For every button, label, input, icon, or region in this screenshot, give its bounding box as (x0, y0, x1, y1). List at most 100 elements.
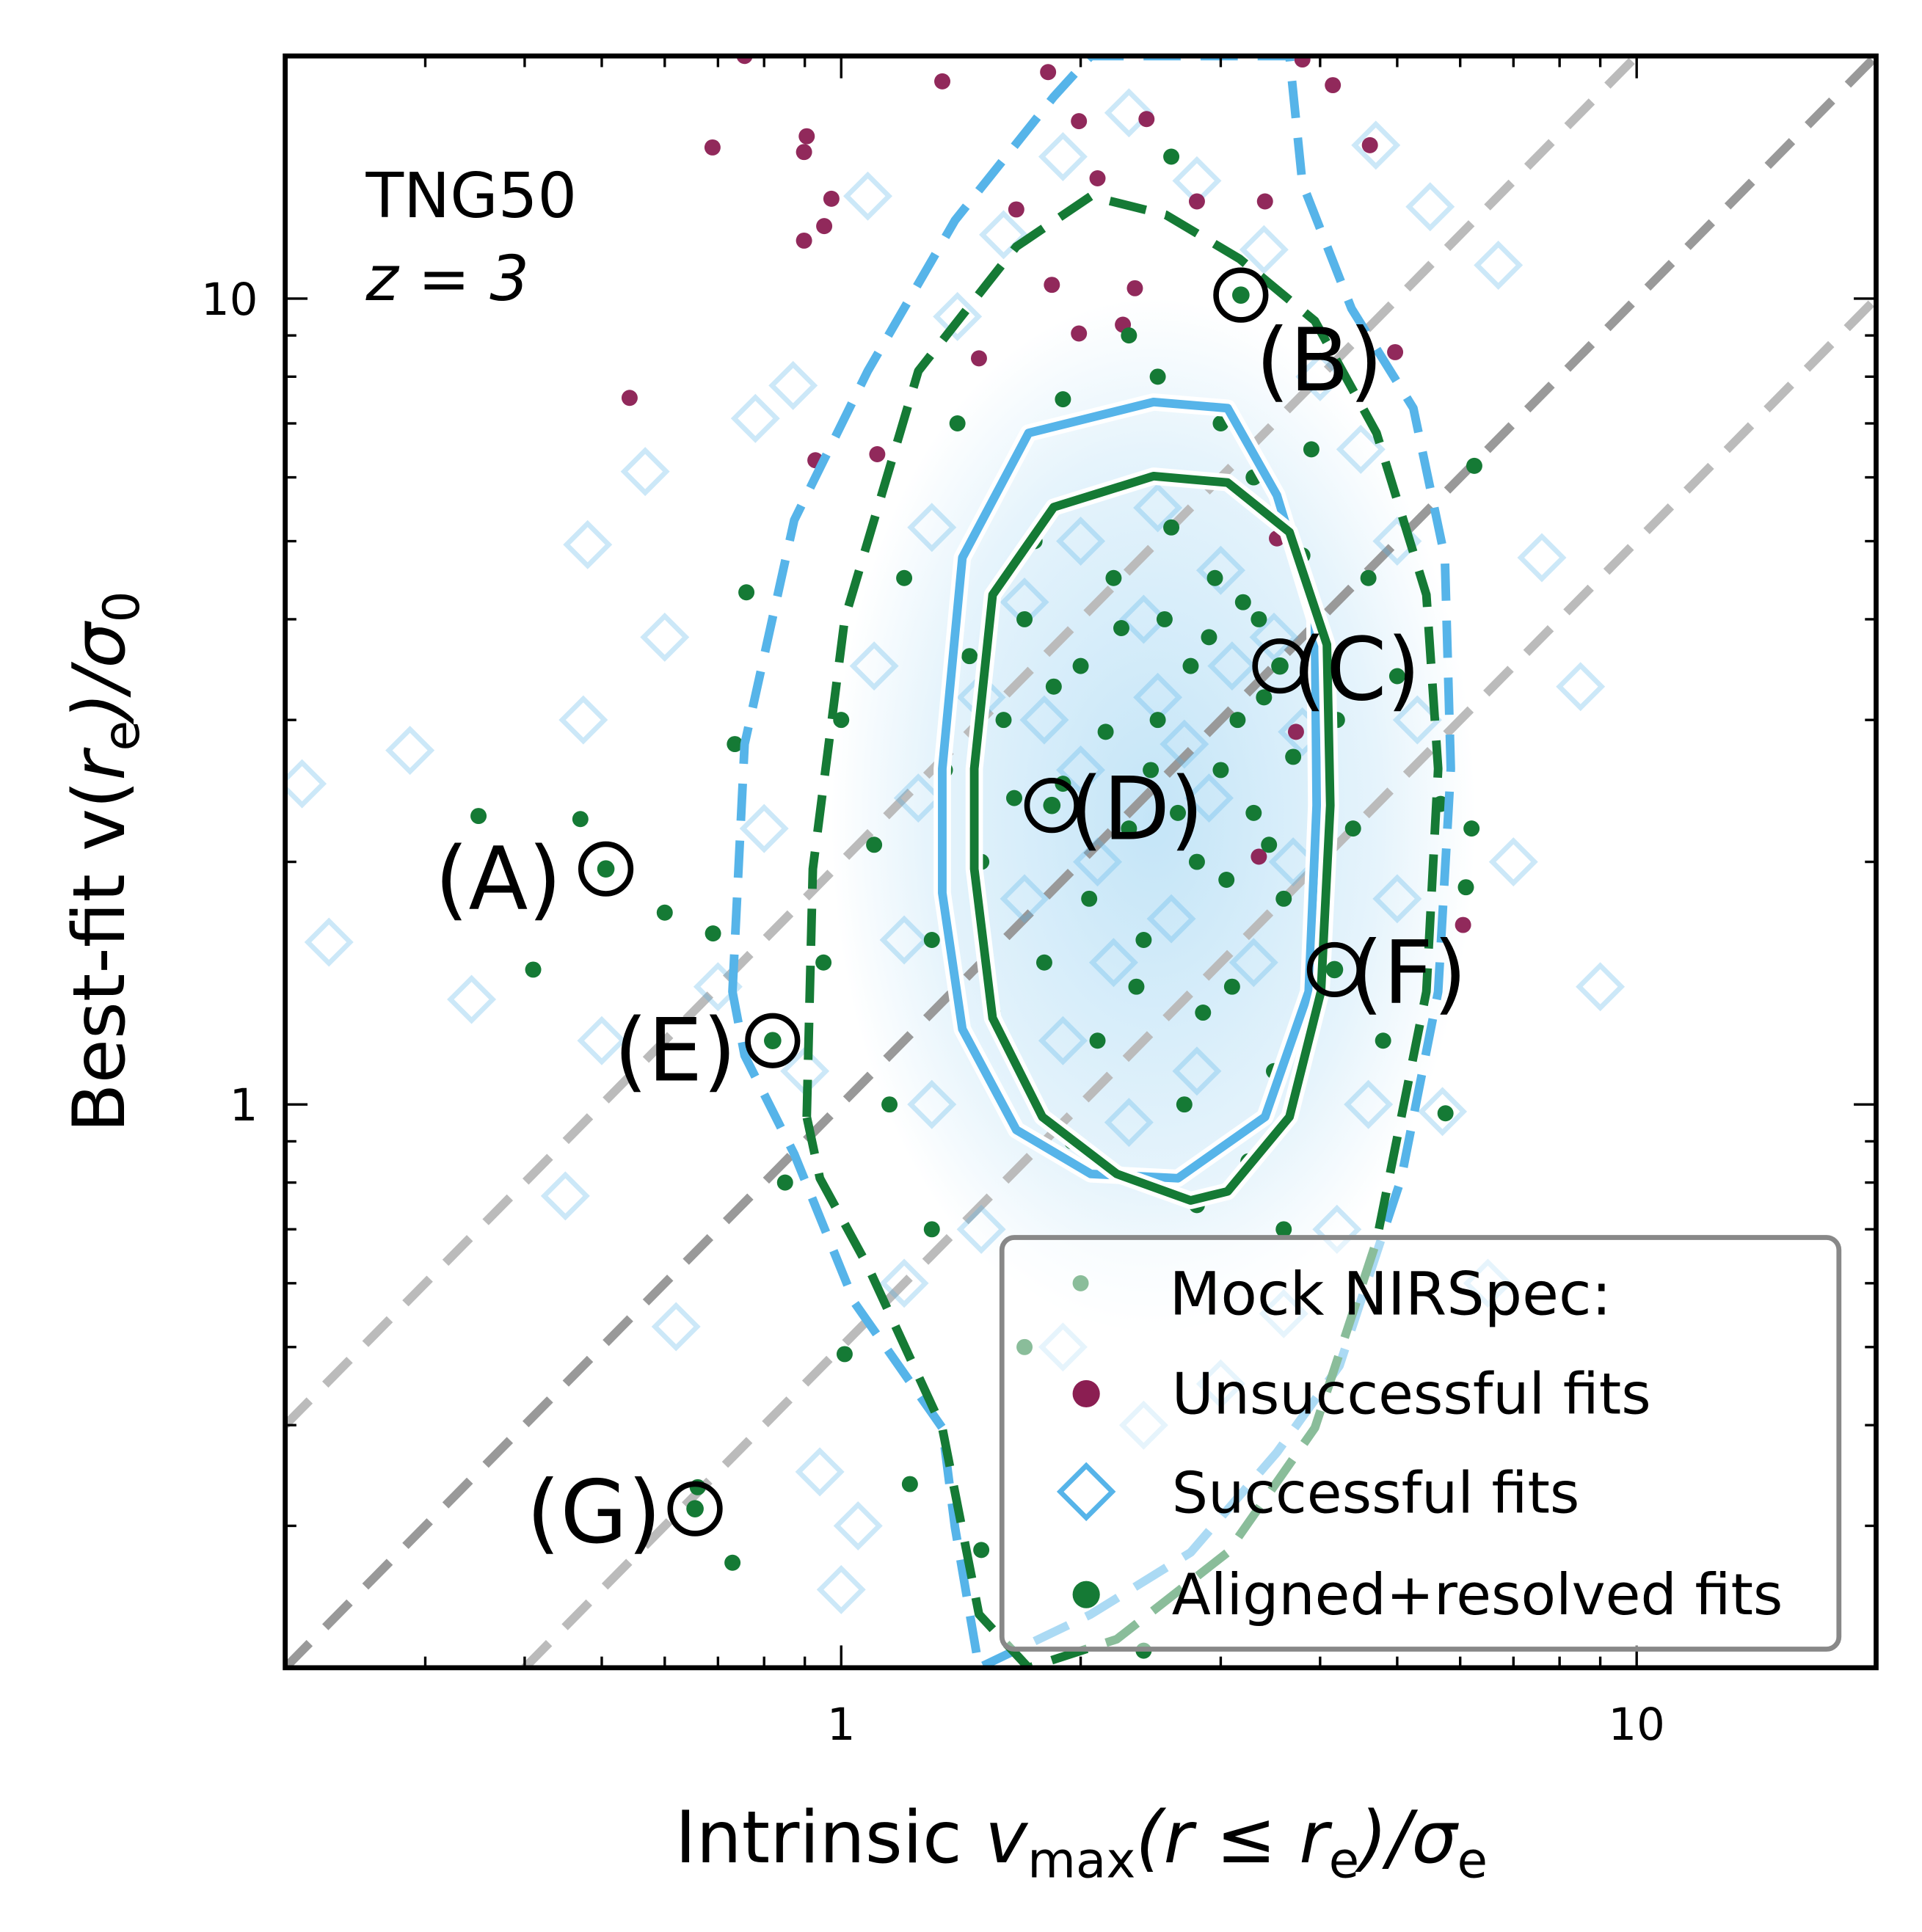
aligned-fit-point (1466, 457, 1482, 474)
successful-fit-point (304, 917, 354, 967)
aligned-fit-point (1188, 853, 1205, 870)
successful-fit-point (956, 1204, 1006, 1254)
unsuccessful-fit-point (1325, 77, 1342, 94)
aligned-fit-point (881, 1096, 898, 1113)
highlight-label: (E) (614, 999, 737, 1101)
aligned-fit-point (896, 569, 913, 586)
y-tick-label: 1 (230, 1080, 258, 1131)
aligned-fit-point (1182, 657, 1199, 674)
aligned-fit-point (1223, 978, 1240, 995)
legend-label-successful: Successful fits (1172, 1461, 1580, 1527)
unsuccessful-fit-point (1387, 343, 1404, 360)
aligned-fit-point (1234, 594, 1251, 610)
legend-label-aligned: Aligned+resolved fits (1172, 1562, 1783, 1628)
aligned-fit-point (1261, 836, 1278, 853)
aligned-fit-point (995, 712, 1012, 729)
unsuccessful-fit-point (1071, 325, 1088, 342)
successful-fit-point (768, 360, 818, 410)
aligned-fit-point (901, 1476, 918, 1492)
aligned-fit-point (1375, 1032, 1391, 1049)
aligned-fit-point (1121, 327, 1137, 344)
successful-fit-point (558, 695, 608, 745)
aligned-fit-point (1170, 804, 1187, 821)
unsuccessful-fit-point (1138, 111, 1155, 128)
unsuccessful-fit-point (1287, 723, 1304, 740)
aligned-fit-point (1149, 368, 1166, 385)
aligned-fit-point (1437, 1105, 1454, 1122)
aligned-fit-point (470, 808, 487, 825)
successful-fit-point (285, 759, 327, 809)
legend-title: Mock NIRSpec: (1169, 1260, 1612, 1329)
successful-fit-point (979, 210, 1029, 260)
successful-outer-contour (728, 56, 1455, 1668)
successful-fit-point (1405, 182, 1455, 232)
aligned-fit-point (923, 932, 940, 948)
aligned-fit-point (949, 415, 966, 432)
highlight-ring (1252, 638, 1308, 694)
aligned-fit-point (1055, 391, 1071, 408)
legend-marker-successful (1056, 1462, 1116, 1522)
unsuccessful-fit-point (798, 128, 815, 145)
successful-fit-point (651, 1302, 701, 1352)
aligned-fit-point (1463, 820, 1480, 837)
reference-lines (285, 56, 1877, 1668)
successful-fit-point (879, 915, 929, 965)
successful-fit-point (1184, 773, 1234, 823)
successful-fit-point (1372, 874, 1422, 924)
aligned-fit-point (923, 1221, 940, 1238)
successful-fit-point (1104, 1098, 1154, 1148)
successful-fit-point (1056, 517, 1106, 566)
highlight-label: (D) (1069, 758, 1204, 859)
successful-fit-point (1249, 612, 1299, 662)
aligned-fit-point (1035, 954, 1052, 971)
successful-fit-point (739, 803, 789, 853)
aligned-fit-point (1195, 1005, 1212, 1021)
aligned-fit-point (727, 736, 743, 753)
successful-fit-point (1088, 938, 1138, 988)
aligned-fit-point (1128, 978, 1145, 995)
aligned-fit-point (1303, 441, 1319, 458)
unsuccessful-fit-point (1008, 201, 1024, 218)
aligned-fit-point (1097, 723, 1114, 740)
highlighted-points (578, 267, 1363, 1537)
aligned-fit-point (1163, 519, 1180, 536)
aligned-fit-point (656, 904, 673, 921)
unsuccessful-fit-point (704, 139, 721, 156)
aligned-fit-point (1388, 668, 1405, 685)
successful-fit-point (1295, 351, 1345, 401)
aligned-fit-point (572, 811, 589, 828)
successful-fit-point (1576, 962, 1626, 1012)
legend-marker-aligned (1072, 1581, 1100, 1608)
aligned-fit-point (1275, 1221, 1292, 1238)
aligned-fit-point (525, 961, 542, 978)
reference-line (285, 56, 1640, 1429)
aligned-fit-point (973, 1542, 990, 1559)
aligned-fit-point (1105, 569, 1122, 586)
successful-fit-point (730, 393, 780, 443)
successful-fit-point (1073, 837, 1123, 887)
successful-fit-point (447, 974, 497, 1024)
successful-fit-point (385, 726, 435, 776)
highlight-point (764, 1032, 782, 1050)
aligned-fit-point (1229, 712, 1246, 729)
aligned-fit-point (1016, 610, 1033, 627)
highlight-ring (745, 1013, 801, 1068)
highlight-label: (C) (1292, 619, 1421, 720)
unsuccessful-fit-point (1188, 193, 1205, 210)
successful-fit-point (1000, 874, 1049, 924)
x-tick-label: 10 (1608, 1699, 1664, 1751)
aligned-fit-point (1344, 820, 1361, 837)
y-axis-label: Best-fit v(re)/σ0 (58, 591, 150, 1132)
plot-frame (283, 53, 1879, 1671)
successful-fit-point (907, 1079, 957, 1129)
aligned-fit-point (1457, 879, 1474, 896)
successful-inner-contour (938, 397, 1322, 1183)
successful-fit-point (1146, 894, 1196, 944)
aligned-fit-point (1121, 820, 1137, 837)
unsuccessful-fit-point (1455, 916, 1471, 933)
aligned-fit-point (1201, 629, 1217, 646)
aligned-fit-point (1212, 762, 1229, 779)
reference-line (521, 295, 1877, 1668)
successful-fit-point (893, 773, 943, 823)
unsuccessful-fit-point (1256, 193, 1273, 210)
